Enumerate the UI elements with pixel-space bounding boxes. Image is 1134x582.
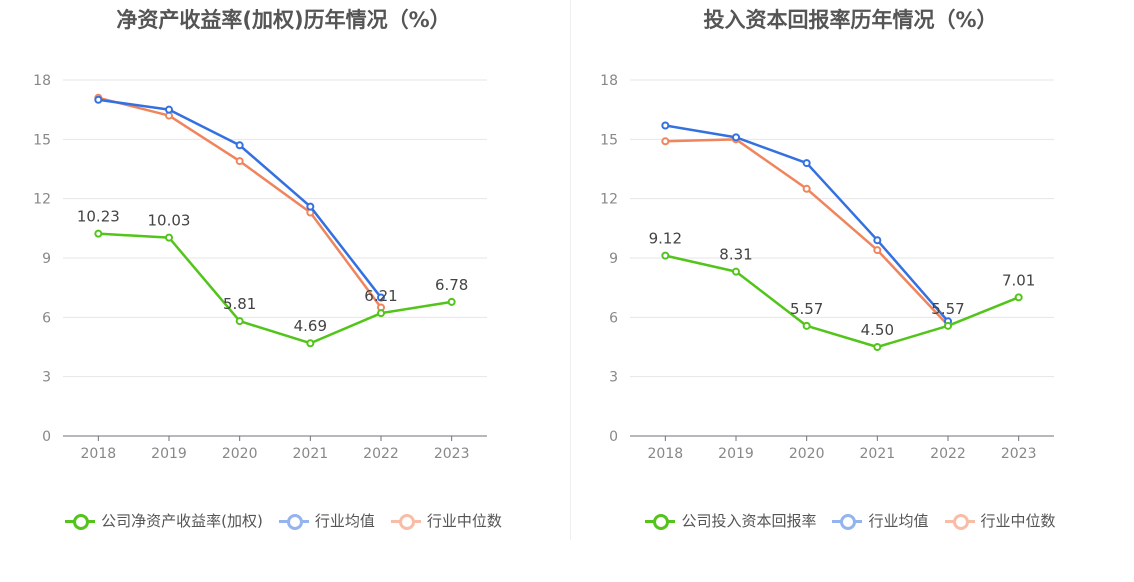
data-point: [661, 121, 670, 130]
y-tick-label: 15: [33, 132, 51, 148]
x-tick-label: 2020: [222, 446, 258, 462]
x-tick-label: 2021: [293, 446, 329, 462]
data-point: [802, 321, 811, 330]
data-label: 5.57: [931, 300, 964, 318]
data-label: 5.57: [790, 300, 823, 318]
data-label: 10.23: [77, 208, 120, 226]
data-point: [802, 159, 811, 168]
x-tick-label: 2018: [648, 446, 684, 462]
data-label: 5.81: [223, 295, 256, 313]
y-tick-label: 18: [600, 73, 618, 89]
x-tick-label: 2023: [1001, 446, 1037, 462]
data-point: [235, 317, 244, 326]
series-line: [665, 124, 949, 323]
legend-item-company-roic[interactable]: 公司投入资本回报率: [645, 510, 816, 531]
legend-item-industry-mean[interactable]: 行业均值: [832, 510, 929, 531]
data-point: [377, 309, 385, 318]
panel-divider: [570, 0, 571, 540]
data-point: [661, 251, 670, 260]
x-tick-label: 2022: [930, 446, 966, 462]
legend-marker-icon: [390, 511, 421, 531]
x-tick-label: 2021: [860, 446, 896, 462]
legend-item-company-roe[interactable]: 公司净资产收益率(加权): [65, 510, 263, 531]
legend-item-industry-median[interactable]: 行业中位数: [390, 510, 502, 531]
data-point: [377, 293, 385, 302]
y-tick-label: 12: [600, 192, 618, 208]
data-point: [94, 95, 103, 104]
y-tick-label: 3: [609, 370, 618, 386]
data-point: [661, 137, 670, 146]
data-label: 6.78: [435, 276, 468, 294]
data-point: [1014, 293, 1023, 302]
y-tick-label: 3: [42, 370, 51, 386]
series-line: [665, 254, 1020, 349]
data-point: [873, 246, 882, 255]
data-point: [802, 184, 811, 193]
data-label: 6.21: [364, 287, 397, 305]
y-tick-label: 6: [42, 310, 51, 326]
roe-chart-legend: 公司净资产收益率(加权) 行业均值 行业中位数: [0, 510, 567, 531]
y-tick-label: 6: [609, 310, 618, 326]
y-tick-label: 15: [600, 132, 618, 148]
data-label: 7.01: [1002, 271, 1035, 289]
roic-chart-title: 投入资本回报率历年情况（%）: [703, 8, 998, 32]
y-tick-label: 9: [609, 251, 618, 267]
data-point: [873, 343, 882, 351]
legend-label: 行业中位数: [980, 512, 1056, 530]
data-point: [306, 339, 315, 348]
legend-marker-icon: [278, 511, 309, 531]
x-tick-label: 2023: [434, 446, 470, 462]
legend-label: 行业均值: [868, 512, 929, 530]
data-label: 9.12: [649, 230, 682, 248]
legend-item-industry-median[interactable]: 行业中位数: [944, 510, 1056, 531]
legend-label: 行业中位数: [426, 512, 502, 530]
data-label: 10.03: [148, 212, 191, 230]
roic-chart-legend: 公司投入资本回报率 行业均值 行业中位数: [567, 510, 1134, 531]
x-tick-label: 2019: [718, 446, 754, 462]
legend-label: 公司投入资本回报率: [681, 512, 817, 530]
data-point: [306, 202, 315, 211]
roic-chart-plot: 0 3 6 9 12 15 18 2018 2019 2020 2021 2022 2023 9.12 8.…: [600, 73, 1054, 462]
y-tick-label: 9: [42, 251, 51, 267]
series-line: [98, 96, 383, 309]
roe-chart-panel: 净资产收益率(加权)历年情况（%） 0 3 6 9 12 15 18 2018 2019 2020…: [0, 8, 567, 531]
data-point: [732, 267, 740, 276]
legend-marker-icon: [65, 511, 96, 531]
y-tick-label: 0: [42, 429, 51, 445]
x-tick-label: 2019: [151, 446, 187, 462]
legend-marker-icon: [944, 511, 975, 531]
data-point: [235, 157, 244, 166]
roe-chart-plot: 0 3 6 9 12 15 18 2018 2019 2020 2021 2022 2023 10.23 1…: [33, 73, 487, 462]
x-tick-label: 2018: [81, 446, 117, 462]
series-line: [98, 232, 452, 345]
series-line: [665, 138, 949, 327]
x-tick-label: 2022: [363, 446, 399, 462]
data-point: [165, 105, 173, 114]
data-point: [235, 141, 244, 150]
data-label: 8.31: [719, 246, 752, 264]
data-point: [94, 229, 103, 238]
legend-label: 行业均值: [314, 512, 375, 530]
legend-item-industry-mean[interactable]: 行业均值: [278, 510, 375, 531]
legend-marker-icon: [645, 511, 676, 531]
data-point: [732, 133, 740, 142]
data-point: [873, 236, 882, 245]
y-tick-label: 12: [33, 192, 51, 208]
y-tick-label: 0: [609, 429, 618, 445]
data-point: [447, 297, 456, 306]
y-tick-label: 18: [33, 73, 51, 89]
legend-marker-icon: [832, 511, 863, 531]
data-point: [165, 233, 173, 242]
data-label: 4.50: [861, 321, 894, 339]
roic-chart-panel: 投入资本回报率历年情况（%） 0 3 6 9 12 15 18 2018 2019 2020 202…: [567, 0, 1134, 582]
data-point: [944, 321, 952, 330]
legend-label: 公司净资产收益率(加权): [101, 512, 263, 530]
x-tick-label: 2020: [789, 446, 825, 462]
roe-chart-title: 净资产收益率(加权)历年情况（%）: [116, 8, 451, 32]
data-label: 4.69: [294, 317, 327, 335]
